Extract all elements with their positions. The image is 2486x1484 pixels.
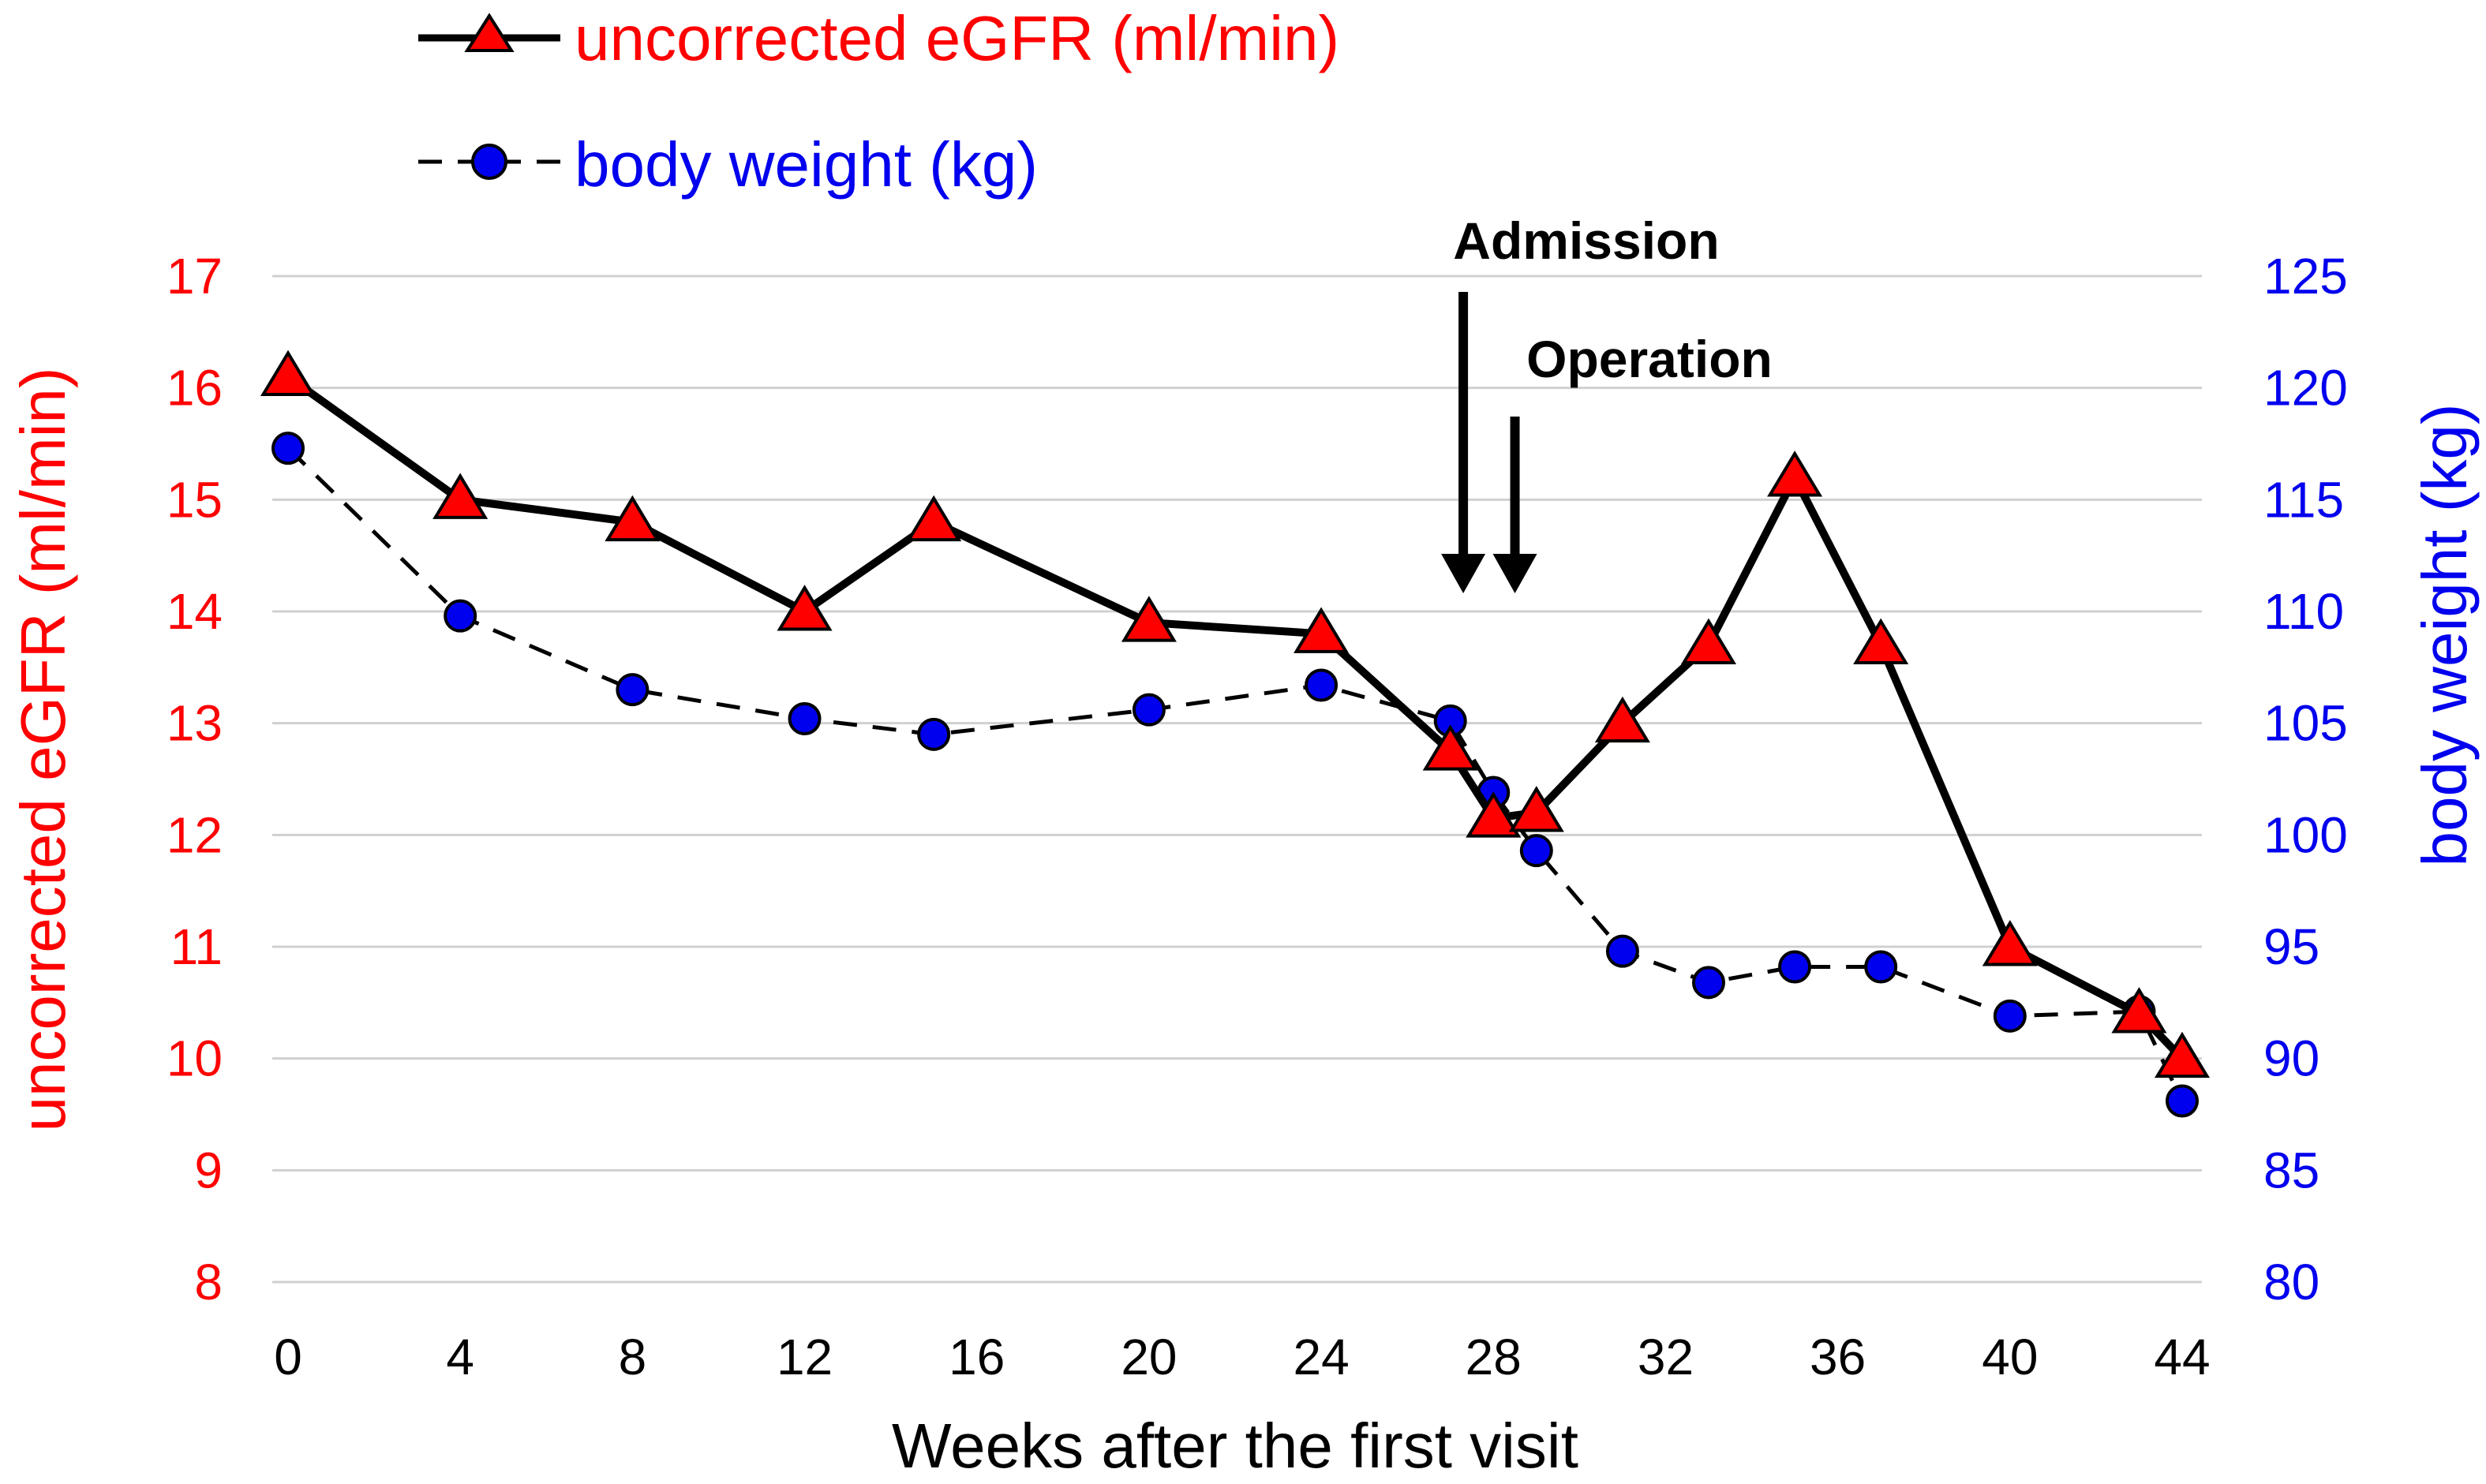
left-tick-label: 17 [167, 248, 223, 305]
left-tick-label: 12 [167, 806, 223, 863]
egfr-point [1294, 607, 1350, 653]
egfr-point [2111, 987, 2167, 1034]
x-tick-label: 44 [2154, 1329, 2210, 1385]
down-arrow-icon [1492, 554, 1537, 593]
left-tick-label: 11 [170, 918, 223, 975]
x-tick-label: 28 [1466, 1329, 1522, 1385]
body-weight-point [616, 673, 650, 707]
right-tick-label: 115 [2263, 471, 2344, 528]
y-axis-right-title: body weight (kg) [2409, 404, 2480, 867]
body-weight-point [1778, 950, 1812, 984]
body-weight-point [1305, 668, 1338, 702]
egfr-point [1853, 618, 1909, 664]
right-tick-label: 80 [2263, 1254, 2319, 1310]
body-weight-point [788, 702, 822, 735]
left-tick-label: 9 [194, 1142, 223, 1198]
egfr-series [260, 350, 2211, 1078]
egfr-point [906, 495, 962, 542]
body-weight-point [1864, 950, 1898, 984]
body-weight-point [1605, 934, 1639, 968]
x-tick-label: 40 [1982, 1329, 2038, 1385]
body-weight-point [271, 432, 305, 465]
right-tick-label: 105 [2263, 695, 2348, 752]
egfr-point [1466, 791, 1522, 838]
egfr-point [2154, 1031, 2211, 1078]
annotation-label: Admission [1453, 211, 1719, 270]
x-tick-label: 12 [777, 1329, 833, 1385]
egfr-line [286, 373, 2185, 1062]
body-weight-point [1132, 693, 1166, 727]
legend-egfr-label: uncorrected eGFR (ml/min) [575, 3, 1339, 73]
egfr-point [1767, 450, 1823, 497]
legend-weight-label: body weight (kg) [575, 129, 1038, 200]
x-axis-title: Weeks after the first visit [892, 1411, 1578, 1481]
egfr-point [1422, 724, 1478, 771]
x-tick-label: 16 [949, 1329, 1005, 1385]
right-tick-label: 95 [2263, 918, 2319, 975]
egfr-point [260, 350, 316, 396]
egfr-point [1121, 596, 1177, 642]
egfr-point [777, 585, 833, 631]
body-weight-line [286, 447, 2185, 1102]
right-tick-label: 90 [2263, 1030, 2319, 1087]
egfr-point [1594, 696, 1650, 743]
x-tick-label: 8 [619, 1329, 647, 1385]
left-tick-label: 13 [167, 695, 223, 752]
down-arrow-icon [1441, 554, 1486, 593]
body-weight-point [1692, 966, 1725, 1000]
body-weight-point [1993, 999, 2027, 1033]
grid-lines [272, 275, 2202, 1284]
legend-weight-circle-icon [471, 144, 507, 180]
left-axis-ticks: 8 9 10 11 12 13 14 15 16 17 [167, 248, 223, 1310]
body-weight-point [444, 599, 477, 633]
x-tick-label: 4 [446, 1329, 474, 1385]
egfr-point [605, 495, 661, 542]
annotation-label: Operation [1526, 330, 1773, 388]
egfr-point [1508, 786, 1564, 832]
legend-egfr-triangle-icon [464, 13, 515, 52]
body-weight-point [2166, 1084, 2199, 1118]
annotations: Admission Operation [1441, 211, 1773, 593]
right-tick-label: 120 [2263, 360, 2348, 417]
left-tick-label: 14 [167, 583, 223, 640]
egfr-point [1982, 920, 2038, 966]
left-tick-label: 10 [167, 1030, 223, 1087]
right-tick-label: 100 [2263, 806, 2348, 863]
legend: uncorrected eGFR (ml/min) body weight (k… [418, 3, 1339, 200]
left-tick-label: 8 [194, 1254, 223, 1310]
body-weight-point [1519, 834, 1553, 868]
x-tick-label: 36 [1810, 1329, 1866, 1385]
right-axis-ticks: 80 85 90 95 100 105 110 115 120 125 [2263, 248, 2348, 1310]
right-tick-label: 85 [2263, 1142, 2319, 1198]
left-tick-label: 16 [167, 360, 223, 417]
x-tick-label: 32 [1638, 1329, 1694, 1385]
y-axis-left-title: uncorrected eGFR (ml/min) [8, 367, 78, 1131]
x-tick-label: 24 [1293, 1329, 1349, 1385]
x-tick-label: 0 [274, 1329, 302, 1385]
right-tick-label: 125 [2263, 248, 2348, 305]
body-weight-series [271, 432, 2199, 1118]
egfr-point [432, 473, 489, 519]
body-weight-point [917, 717, 951, 751]
x-tick-label: 20 [1121, 1329, 1177, 1385]
right-tick-label: 110 [2263, 583, 2344, 640]
egfr-point [1680, 618, 1737, 664]
left-tick-label: 15 [167, 471, 223, 528]
x-axis-ticks: 0 4 8 12 16 20 24 28 32 36 40 44 [274, 1329, 2210, 1385]
